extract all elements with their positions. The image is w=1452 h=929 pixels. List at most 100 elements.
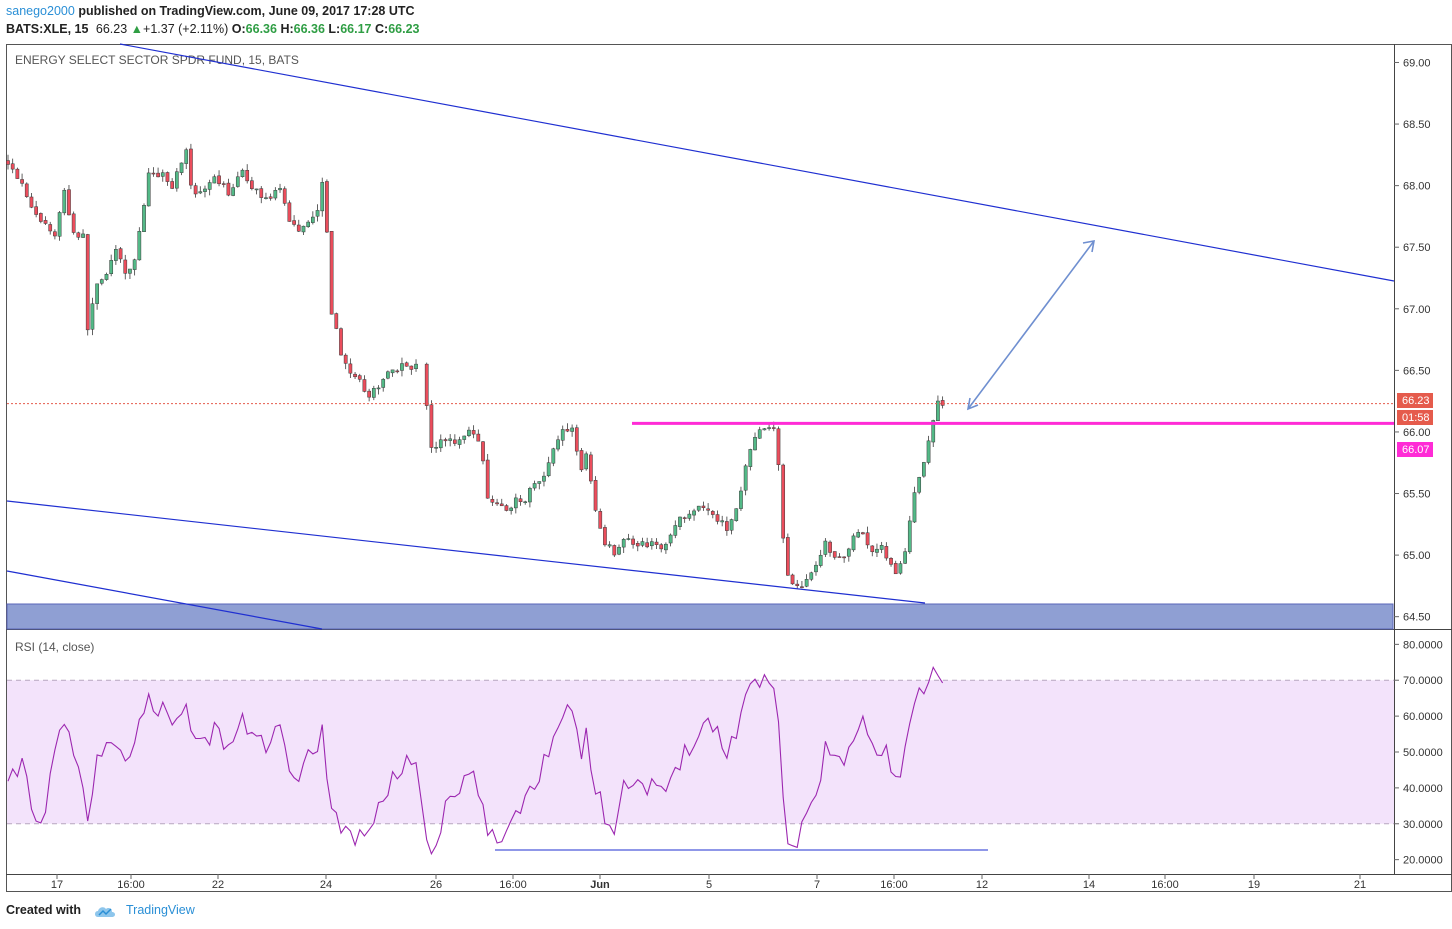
candle-up bbox=[931, 420, 936, 443]
candle-up bbox=[823, 540, 828, 555]
low-value: 66.17 bbox=[340, 22, 372, 36]
candle-down bbox=[6, 160, 10, 165]
candle-down bbox=[889, 558, 893, 565]
candle-down bbox=[443, 439, 448, 442]
candle-up bbox=[311, 216, 315, 223]
high-label: H: bbox=[280, 22, 294, 36]
countdown-tag: 01:58 bbox=[1397, 410, 1433, 425]
candle-up bbox=[879, 545, 884, 550]
time-tick-label: 14 bbox=[1083, 879, 1095, 891]
time-tick-label: 19 bbox=[1248, 879, 1260, 891]
candle-up bbox=[818, 554, 823, 566]
candle-up bbox=[856, 532, 861, 538]
rsi-tick-label: 70.0000 bbox=[1403, 675, 1443, 687]
candle-down bbox=[499, 503, 504, 507]
candle-up bbox=[57, 212, 62, 237]
up-triangle-icon: ▲ bbox=[130, 22, 144, 36]
candle-down bbox=[715, 514, 720, 522]
candle-up bbox=[438, 439, 443, 449]
price-tick-label: 67.00 bbox=[1403, 304, 1431, 316]
price-tick-label: 69.00 bbox=[1403, 57, 1431, 69]
candle-down bbox=[362, 379, 367, 392]
candle-up bbox=[95, 283, 99, 304]
open-label: O: bbox=[231, 22, 246, 36]
candle-up bbox=[509, 507, 513, 511]
candle-down bbox=[67, 189, 71, 216]
candle-up bbox=[198, 191, 203, 194]
candle-up bbox=[696, 505, 701, 511]
candle-down bbox=[226, 182, 231, 196]
candle-down bbox=[476, 433, 481, 442]
tradingview-link[interactable]: TradingView bbox=[125, 903, 195, 917]
candle-down bbox=[659, 544, 664, 550]
candle-up bbox=[184, 149, 189, 164]
time-tick-label: 21 bbox=[1354, 879, 1366, 891]
time-tick-label: 7 bbox=[814, 879, 820, 891]
candle-up bbox=[907, 520, 912, 553]
rsi-pane-title: RSI (14, close) bbox=[15, 640, 94, 654]
time-tick-label: 22 bbox=[212, 879, 224, 891]
candle-down bbox=[329, 231, 334, 315]
candle-down bbox=[710, 511, 715, 515]
candle-down bbox=[453, 439, 457, 444]
rsi-tick-label: 60.0000 bbox=[1403, 711, 1443, 723]
candle-up bbox=[254, 188, 259, 191]
time-tick-label: 24 bbox=[320, 879, 332, 891]
candle-down bbox=[367, 390, 371, 398]
candle-down bbox=[725, 521, 729, 531]
upper-channel-line bbox=[119, 43, 1395, 282]
candle-up bbox=[203, 188, 207, 192]
author-link[interactable]: sanego2000 bbox=[6, 4, 75, 18]
candle-up bbox=[748, 449, 753, 467]
candle-down bbox=[217, 175, 221, 185]
candle-down bbox=[85, 234, 90, 331]
candle-up bbox=[109, 260, 114, 274]
tradingview-cloud-icon bbox=[94, 906, 115, 917]
candle-up bbox=[467, 429, 471, 436]
candle-up bbox=[640, 541, 645, 546]
candle-up bbox=[414, 363, 418, 369]
candle-down bbox=[495, 502, 499, 505]
candle-down bbox=[865, 532, 870, 546]
candle-down bbox=[481, 441, 485, 462]
candle-up bbox=[678, 516, 682, 527]
candle-down bbox=[282, 188, 287, 204]
created-with-text: Created with bbox=[6, 903, 82, 917]
time-axis: 17 16:00 22 24 26 16:00 Jun 5 7 16:00 12 14 16:00 19 2… bbox=[51, 874, 1366, 891]
candle-up bbox=[898, 563, 903, 574]
time-tick-label: 16:00 bbox=[117, 879, 145, 891]
candle-up bbox=[814, 564, 818, 573]
candle-up bbox=[692, 510, 696, 516]
candle-up bbox=[851, 535, 856, 551]
candle-up bbox=[448, 438, 453, 441]
candle-down bbox=[71, 213, 76, 233]
candle-up bbox=[114, 249, 118, 261]
price-tick-label: 65.50 bbox=[1403, 489, 1431, 501]
candle-up bbox=[457, 439, 462, 445]
candle-up bbox=[142, 205, 146, 232]
candle-down bbox=[29, 196, 34, 208]
candle-down bbox=[287, 202, 292, 222]
candle-down bbox=[34, 206, 38, 215]
candle-up bbox=[273, 190, 278, 199]
close-label: C: bbox=[374, 22, 389, 36]
symbol-name[interactable]: BATS:XLE, 15 bbox=[6, 22, 89, 36]
candle-down bbox=[348, 363, 353, 374]
candle-up bbox=[664, 543, 668, 551]
candle-down bbox=[893, 563, 898, 575]
time-tick-label: 12 bbox=[976, 879, 988, 891]
time-tick-label: 17 bbox=[51, 879, 63, 891]
rsi-axis: 80.0000 70.0000 60.0000 50.0000 40.0000 30.00… bbox=[1394, 639, 1443, 867]
candle-down bbox=[795, 583, 800, 586]
candle-up bbox=[315, 210, 320, 217]
candle-down bbox=[156, 172, 160, 178]
candle-down bbox=[334, 313, 339, 329]
chart-header: sanego2000 published on TradingView.com,… bbox=[0, 0, 1452, 44]
candle-up bbox=[532, 483, 537, 489]
candle-down bbox=[842, 556, 846, 559]
candle-down bbox=[43, 220, 48, 224]
candle-up bbox=[875, 548, 879, 553]
candle-down bbox=[870, 545, 875, 553]
candle-up bbox=[179, 162, 184, 173]
